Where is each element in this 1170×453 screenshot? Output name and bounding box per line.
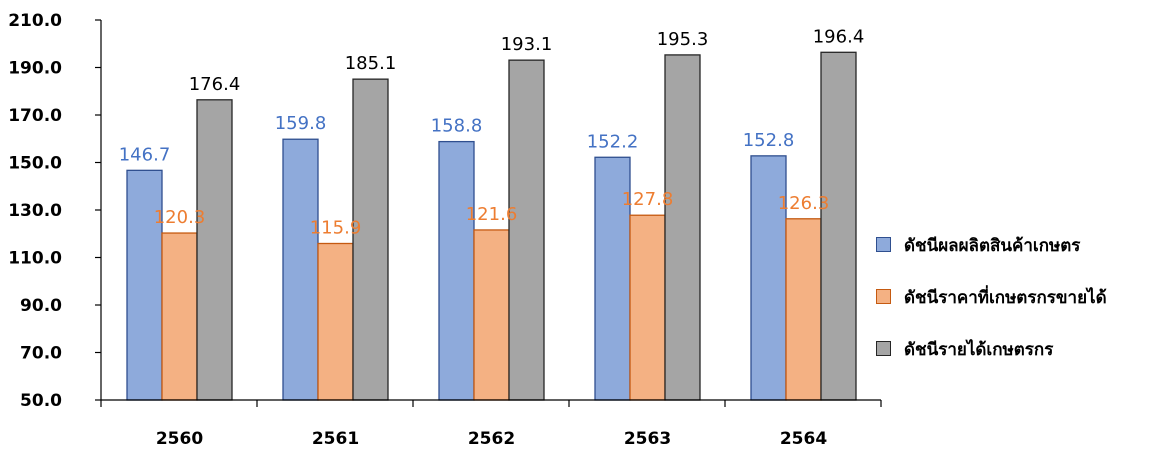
data-label: 146.7	[119, 144, 171, 165]
data-label: 176.4	[189, 74, 241, 95]
axes	[95, 19, 882, 407]
data-label: 152.8	[743, 130, 795, 151]
bar	[161, 232, 198, 401]
x-tick-label: 2563	[624, 429, 671, 449]
data-label: 126.3	[778, 193, 830, 214]
legend-swatch	[876, 341, 891, 356]
legend-swatch	[876, 237, 891, 252]
data-label: 159.8	[275, 113, 327, 134]
legend-item: ดัชนีรายได้เกษตรกร	[876, 336, 1166, 362]
data-label: 115.9	[310, 217, 362, 238]
bar	[664, 54, 701, 401]
legend: ดัชนีผลผลิตสินค้าเกษตร ดัชนีราคาที่เกษตร…	[876, 232, 1166, 388]
data-label: 196.4	[813, 26, 865, 47]
legend-label: ดัชนีรายได้เกษตรกร	[904, 340, 1054, 360]
legend-swatch	[876, 289, 891, 304]
bar	[785, 218, 822, 401]
bar	[508, 59, 545, 401]
bar	[750, 155, 787, 401]
y-tick-label: 150.0	[8, 154, 62, 174]
x-tick-label: 2562	[468, 429, 515, 449]
data-label: 120.3	[154, 207, 206, 228]
data-labels: 146.7 120.3 176.4 159.8 115.9 185.1 158.8 121.6…	[119, 26, 865, 238]
x-tick-label: 2561	[312, 429, 359, 449]
bar	[629, 214, 666, 401]
bar	[126, 169, 163, 401]
data-label: 127.8	[622, 189, 674, 210]
data-label: 185.1	[345, 53, 397, 74]
legend-label: ดัชนีผลผลิตสินค้าเกษตร	[904, 236, 1081, 256]
bar	[820, 51, 857, 401]
x-axis-tick-labels: 2560 2561 2562 2563 2564	[156, 429, 827, 449]
y-tick-label: 210.0	[8, 11, 62, 31]
legend-label: ดัชนีราคาที่เกษตรกรขายได้	[904, 288, 1107, 308]
y-tick-label: 170.0	[8, 106, 62, 126]
y-tick-label: 70.0	[20, 344, 62, 364]
x-tick-label: 2564	[780, 429, 827, 449]
bars	[126, 51, 857, 401]
bar	[352, 78, 389, 401]
bar	[438, 140, 475, 401]
bar	[473, 229, 510, 401]
x-tick-label: 2560	[156, 429, 203, 449]
legend-item: ดัชนีราคาที่เกษตรกรขายได้	[876, 284, 1166, 310]
legend-item: ดัชนีผลผลิตสินค้าเกษตร	[876, 232, 1166, 258]
data-label: 152.2	[587, 131, 639, 152]
y-axis-tick-labels: 50.0 70.0 90.0 110.0 130.0 150.0 170.0 190.0 210…	[8, 11, 62, 411]
y-tick-label: 190.0	[8, 59, 62, 79]
bar	[282, 138, 319, 401]
data-label: 158.8	[431, 116, 483, 137]
y-tick-label: 50.0	[20, 391, 62, 411]
data-label: 195.3	[657, 29, 709, 50]
data-label: 193.1	[501, 34, 553, 55]
y-tick-label: 90.0	[20, 296, 62, 316]
y-tick-label: 130.0	[8, 201, 62, 221]
data-label: 121.6	[466, 204, 518, 225]
bar	[317, 242, 354, 401]
bar	[196, 99, 233, 401]
y-tick-label: 110.0	[8, 249, 62, 269]
